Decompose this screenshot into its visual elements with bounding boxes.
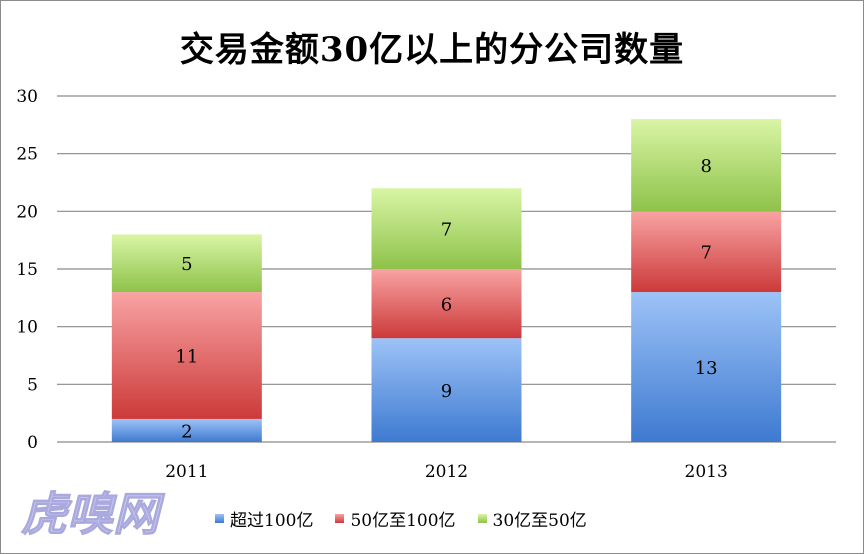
bar-2012-series-1 bbox=[371, 269, 522, 339]
bar-2013-series-1 bbox=[631, 211, 782, 293]
y-tick-label: 30 bbox=[16, 87, 38, 107]
data-label: 13 bbox=[695, 358, 718, 379]
legend-swatch bbox=[335, 514, 345, 523]
y-tick-label: 5 bbox=[27, 375, 38, 395]
chart-title: 交易金额30亿以上的分公司数量 bbox=[179, 30, 685, 70]
data-label: 6 bbox=[441, 295, 452, 316]
data-label: 8 bbox=[700, 156, 711, 177]
bar-2012-series-0 bbox=[371, 338, 522, 442]
bar-2013-series-2 bbox=[631, 119, 782, 212]
legend-swatch bbox=[215, 514, 224, 523]
watermark: 虎嗅网 bbox=[21, 487, 166, 542]
y-tick-label: 25 bbox=[16, 145, 38, 165]
y-tick-label: 10 bbox=[16, 318, 38, 338]
legend-label: 50亿至100亿 bbox=[350, 511, 456, 531]
data-label: 5 bbox=[181, 254, 192, 275]
x-tick-label: 2013 bbox=[685, 462, 728, 482]
data-label: 7 bbox=[441, 220, 452, 241]
x-tick-label: 2012 bbox=[425, 462, 468, 482]
data-label: 11 bbox=[175, 347, 198, 368]
x-axis: 2011 2012 2013 bbox=[165, 462, 728, 482]
data-label: 9 bbox=[441, 381, 452, 402]
bar-2011-series-2 bbox=[111, 234, 262, 293]
legend-item: 30亿至50亿 bbox=[477, 506, 587, 531]
x-tick-label: 2011 bbox=[165, 462, 208, 482]
y-tick-label: 20 bbox=[16, 202, 38, 222]
legend-swatch bbox=[477, 514, 487, 523]
data-label: 2 bbox=[181, 421, 192, 442]
y-tick-label: 15 bbox=[16, 260, 38, 280]
legend-item: 超过100亿 bbox=[215, 506, 313, 531]
bar-2012-series-2 bbox=[371, 188, 522, 269]
legend: 超过100亿 50亿至100亿 30亿至50亿 bbox=[215, 506, 587, 531]
data-label: 7 bbox=[700, 243, 711, 264]
y-axis: 0 5 10 15 20 25 30 bbox=[16, 87, 38, 453]
y-tick-label: 0 bbox=[27, 433, 38, 453]
bar-2011-series-1 bbox=[111, 292, 262, 419]
legend-label: 30亿至50亿 bbox=[492, 511, 587, 531]
bar-2013-series-0 bbox=[631, 292, 782, 442]
watermark-text: 虎嗅网 bbox=[21, 487, 165, 541]
bar-2011-series-0 bbox=[111, 418, 262, 442]
bars: 2 11 5 9 6 7 13 7 8 bbox=[111, 119, 782, 442]
legend-item: 50亿至100亿 bbox=[335, 506, 456, 531]
legend-label: 超过100亿 bbox=[230, 511, 314, 531]
